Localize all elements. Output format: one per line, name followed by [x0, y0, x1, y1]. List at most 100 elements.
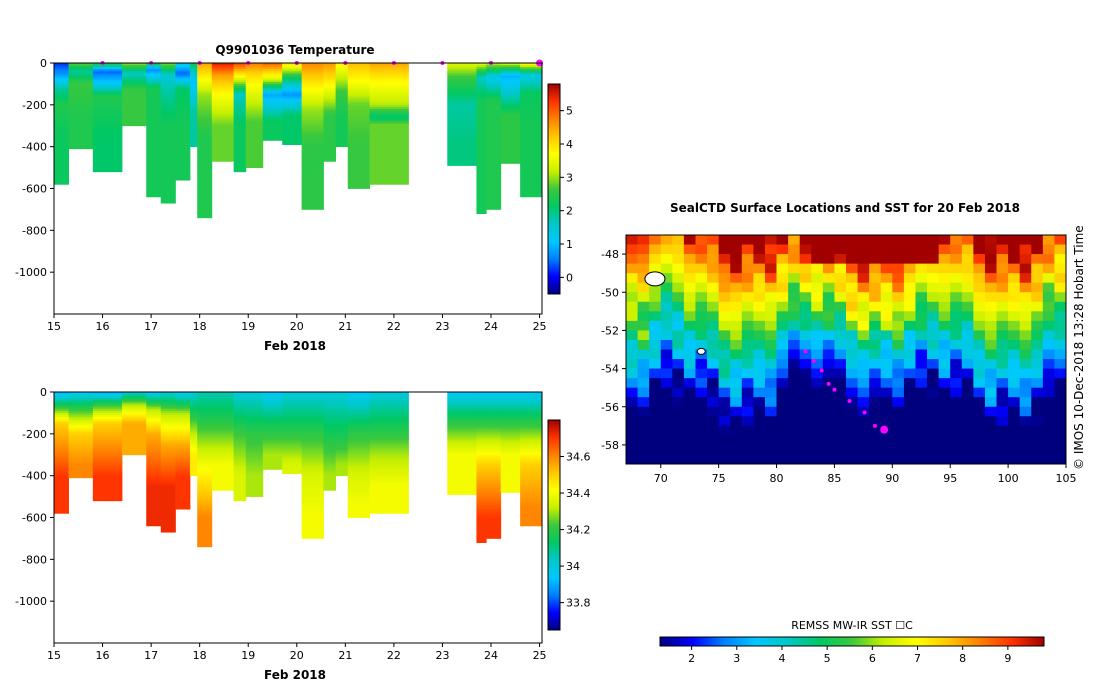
section-cell [245, 163, 264, 166]
section-cell [197, 65, 213, 68]
section-cell [262, 106, 283, 110]
sst-cell [903, 339, 916, 350]
sst-cell [857, 397, 870, 408]
section-cell [347, 125, 371, 129]
section-cell [520, 94, 542, 97]
sst-colorbar-tick-label: 5 [824, 652, 831, 665]
section-cell [476, 157, 487, 160]
section-cell [197, 180, 213, 183]
section-cell [347, 109, 371, 112]
section-cell [476, 519, 487, 523]
section-cell [301, 111, 324, 114]
section-cell [520, 98, 542, 102]
sst-cell [950, 273, 963, 284]
sst-cell [730, 320, 743, 331]
section-cell [262, 134, 283, 137]
section-cell [197, 410, 213, 414]
section-cell [245, 119, 264, 122]
section-cell [197, 465, 213, 468]
sst-cell [915, 320, 928, 331]
section-cell [197, 431, 213, 435]
section-cell [68, 442, 94, 445]
section-cell [347, 123, 371, 127]
sst-cell [1008, 378, 1021, 389]
section-cell [369, 473, 409, 477]
section-cell [301, 182, 324, 185]
section-cell [121, 435, 147, 439]
section-cell [335, 115, 349, 118]
section-cell [476, 463, 487, 466]
section-cell [233, 442, 247, 445]
section-cell [369, 431, 409, 435]
section-cell [282, 109, 303, 112]
section-cell [500, 471, 521, 474]
section-cell [54, 109, 69, 112]
section-cell [245, 419, 264, 422]
section-cell [262, 454, 283, 458]
section-cell [369, 440, 409, 443]
section-cell [486, 498, 502, 502]
section-cell [486, 150, 502, 154]
section-cell [175, 450, 191, 454]
section-cell [211, 417, 235, 420]
section-cell [197, 415, 213, 418]
section-cell [262, 406, 283, 410]
section-cell [301, 203, 324, 206]
section-cell [211, 155, 235, 158]
section-cell [92, 96, 123, 99]
section-cell [476, 144, 487, 148]
section-cell [160, 438, 176, 441]
section-cell [369, 169, 409, 173]
sst-cell [799, 273, 812, 284]
section-cell [121, 412, 147, 416]
section-cell [476, 446, 487, 449]
section-cell [476, 427, 487, 431]
section-cell [146, 98, 162, 102]
section-cell [54, 111, 69, 114]
section-cell [68, 81, 94, 85]
section-cell [347, 182, 371, 185]
section-cell [211, 67, 235, 70]
section-cell [347, 67, 371, 70]
section-cell [189, 140, 198, 143]
sst-cell [707, 435, 720, 446]
section-cell [92, 448, 123, 451]
section-cell [92, 71, 123, 74]
section-cell [175, 406, 191, 410]
section-cell [520, 73, 542, 76]
section-cell [520, 104, 542, 108]
sst-cell [695, 387, 708, 398]
sst-cell [938, 263, 951, 274]
section-cell [520, 461, 542, 464]
section-cell [175, 490, 191, 493]
sst-cell [961, 387, 974, 398]
section-cell [301, 190, 324, 194]
sst-cell [718, 339, 731, 350]
x-tick-label: 23 [435, 649, 449, 662]
section-cell [146, 415, 162, 418]
section-cell [447, 71, 477, 74]
section-cell [160, 98, 176, 102]
sst-cell [741, 339, 754, 350]
section-cell [197, 129, 213, 133]
section-cell [347, 121, 371, 125]
section-cell [335, 71, 349, 74]
section-cell [121, 448, 147, 451]
section-cell [486, 88, 502, 91]
section-cell [486, 79, 502, 83]
section-cell [486, 527, 502, 531]
section-cell [92, 498, 123, 502]
section-cell [211, 142, 235, 145]
sst-cell [672, 235, 685, 245]
section-cell [175, 429, 191, 433]
section-cell [520, 81, 542, 85]
sst-cell [834, 235, 847, 245]
sst-cell [718, 320, 731, 331]
section-cell [68, 100, 94, 104]
longitude-tick-label: 90 [885, 472, 899, 485]
section-cell [262, 465, 283, 468]
section-cell [245, 96, 264, 99]
section-cell [211, 92, 235, 95]
section-cell [160, 113, 176, 116]
sst-cell [776, 301, 789, 312]
